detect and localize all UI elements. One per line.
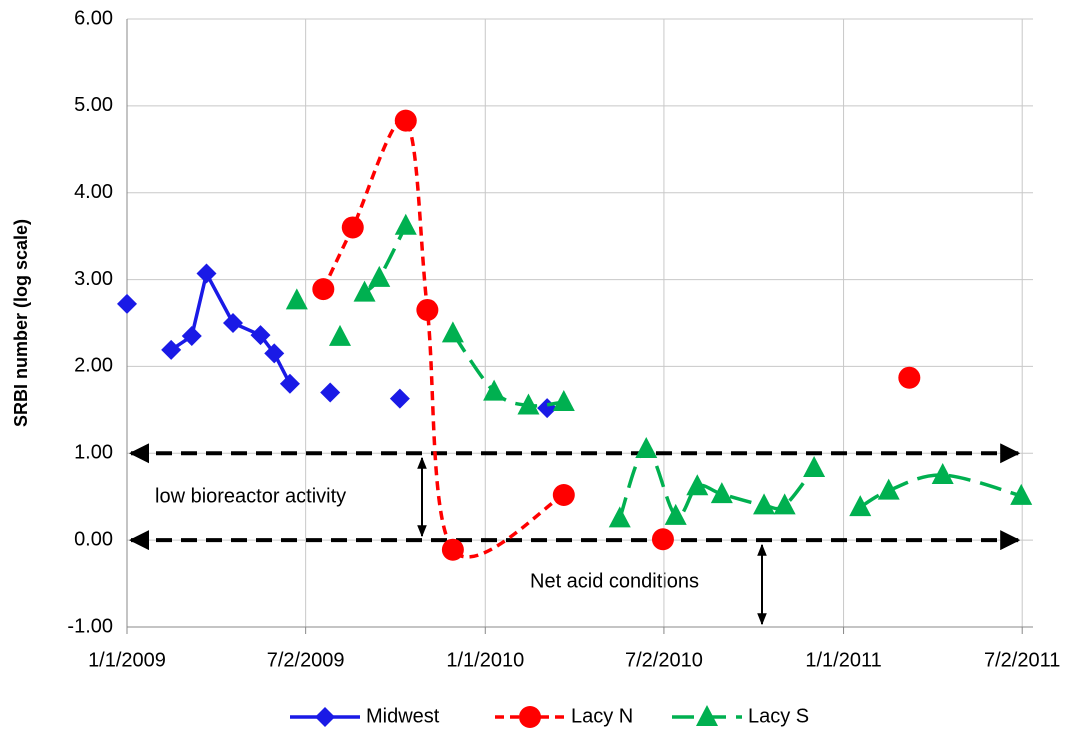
x-tick-label: 1/1/2011 bbox=[805, 649, 881, 671]
point bbox=[1010, 483, 1033, 505]
legend-marker bbox=[315, 707, 335, 727]
point bbox=[651, 528, 674, 551]
legend-label: Lacy S bbox=[748, 705, 809, 727]
x-tick-label: 7/2/2009 bbox=[267, 649, 345, 671]
point bbox=[608, 506, 631, 528]
y-tick-label: 3.00 bbox=[74, 268, 113, 290]
series-line bbox=[451, 332, 565, 408]
point bbox=[394, 213, 417, 235]
point bbox=[877, 478, 900, 500]
series-line bbox=[321, 117, 565, 559]
annotation: low bioreactor activity bbox=[155, 485, 346, 507]
point bbox=[552, 483, 575, 506]
point bbox=[441, 321, 464, 343]
point bbox=[849, 495, 872, 517]
point bbox=[264, 343, 285, 364]
point bbox=[898, 366, 921, 389]
point bbox=[710, 482, 733, 504]
x-tick-label: 1/1/2009 bbox=[88, 649, 166, 671]
x-tick-label: 7/2/2011 bbox=[984, 649, 1060, 671]
legend-marker bbox=[519, 706, 541, 728]
y-tick-label: 0.00 bbox=[74, 528, 113, 550]
series-line bbox=[859, 473, 1022, 509]
point bbox=[537, 398, 558, 419]
legend-label: Midwest bbox=[366, 705, 440, 727]
point bbox=[664, 503, 687, 525]
y-axis-label: SRBI number (log scale) bbox=[11, 219, 31, 427]
point bbox=[517, 393, 540, 415]
point bbox=[320, 382, 341, 403]
point bbox=[223, 313, 244, 333]
point bbox=[353, 280, 376, 302]
annotation: Net acid conditions bbox=[530, 570, 699, 592]
point bbox=[181, 326, 202, 347]
point bbox=[552, 390, 575, 412]
point bbox=[389, 388, 410, 409]
point bbox=[285, 288, 308, 310]
y-tick-label: 6.00 bbox=[74, 7, 113, 29]
point bbox=[279, 373, 300, 394]
legend-marker bbox=[696, 705, 718, 726]
point bbox=[368, 265, 391, 287]
point bbox=[341, 216, 364, 239]
y-tick-label: -1.00 bbox=[67, 615, 113, 637]
legend-label: Lacy N bbox=[571, 705, 633, 727]
point bbox=[931, 463, 954, 484]
x-tick-label: 1/1/2010 bbox=[446, 649, 524, 671]
point bbox=[773, 493, 796, 515]
y-tick-label: 2.00 bbox=[74, 355, 113, 377]
point bbox=[312, 278, 335, 301]
y-tick-label: 1.00 bbox=[74, 442, 113, 464]
point bbox=[686, 474, 709, 496]
point bbox=[394, 109, 417, 132]
point bbox=[250, 325, 271, 346]
point bbox=[803, 456, 826, 478]
legend: Midwest Lacy N Lacy S bbox=[290, 705, 809, 728]
x-tick-label: 7/2/2010 bbox=[625, 649, 703, 671]
point bbox=[117, 293, 137, 314]
point bbox=[416, 298, 439, 321]
y-tick-label: 4.00 bbox=[74, 181, 113, 203]
point bbox=[196, 263, 217, 284]
point bbox=[441, 538, 464, 561]
point bbox=[483, 379, 506, 401]
y-tick-label: 5.00 bbox=[74, 94, 113, 116]
point bbox=[753, 493, 776, 515]
point bbox=[161, 339, 182, 360]
point bbox=[635, 436, 658, 458]
point bbox=[329, 324, 352, 346]
